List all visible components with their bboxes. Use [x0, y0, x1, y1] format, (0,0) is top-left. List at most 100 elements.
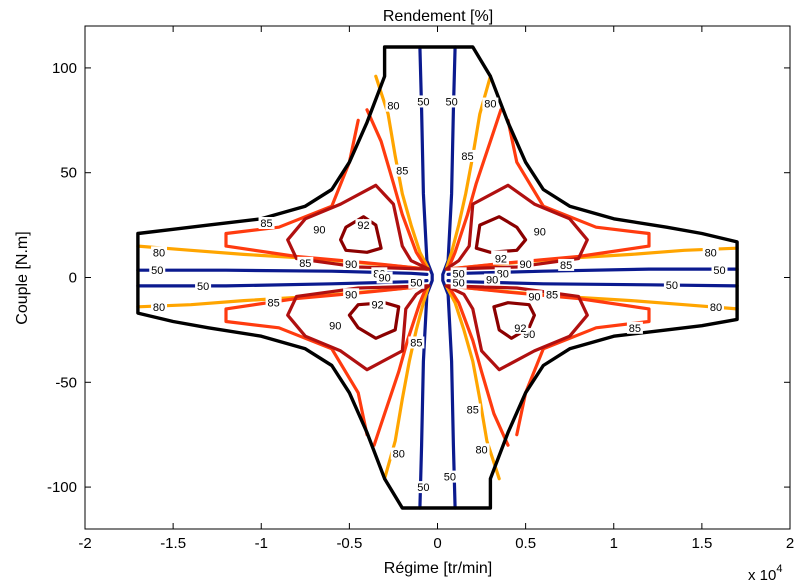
contour-label: 50 [666, 280, 678, 292]
contour-line-85-13 [446, 284, 651, 447]
contour-line-85-12 [224, 284, 429, 447]
contour-line-85-10 [224, 108, 429, 271]
contour-line-80-6 [136, 74, 431, 271]
contour-label: 50 [713, 265, 725, 277]
contour-label-bg [450, 276, 467, 289]
contour-label-bg [369, 298, 386, 311]
contour-label-group-5: 50 [195, 279, 212, 293]
contour-label-group-4: 50 [149, 264, 166, 277]
contour-label-bg [258, 217, 275, 230]
contour-label-group-31: 90 [311, 223, 328, 236]
contour-label-bg [441, 470, 458, 483]
contour-label-bg [408, 336, 425, 349]
contour-line-92-21 [492, 301, 537, 340]
contour-label-group-17: 80 [151, 300, 168, 314]
x-tick-label: 0.5 [515, 535, 536, 552]
contour-label-bg [512, 321, 529, 334]
contour-label-group-21: 85 [258, 217, 275, 230]
contour-label: 92 [514, 323, 526, 335]
contour-label-bg [408, 276, 425, 289]
x-axis-label: Régime [tr/min] [384, 560, 492, 577]
contour-label-bg [663, 278, 680, 291]
contour-label: 85 [629, 323, 641, 335]
contour-label: 50 [197, 281, 209, 293]
contour-label-bg [343, 288, 360, 301]
contour-label-bg [626, 321, 643, 334]
contour-label-group-40: 90 [484, 273, 501, 287]
contour-label-bg [459, 149, 476, 162]
contour-label-bg [376, 271, 393, 284]
contour-label: 85 [267, 298, 279, 310]
contour-label: 90 [345, 259, 357, 271]
contour-label: 92 [357, 220, 369, 232]
contour-label-group-6: 50 [711, 264, 728, 277]
contour-label: 90 [313, 224, 325, 236]
x-tick-label: 1 [610, 535, 618, 552]
contour-label-bg [464, 403, 481, 416]
contour-label: 90 [379, 273, 391, 285]
contour-line-90-17 [444, 284, 589, 372]
contour-label-group-32: 90 [343, 257, 360, 271]
contour-label-bg [151, 246, 168, 259]
contour-label-group-23: 85 [394, 164, 411, 178]
contour-label-group-22: 85 [297, 256, 314, 270]
contour-label: 92 [495, 254, 507, 266]
contour-label-group-45: 92 [492, 252, 509, 266]
contour-label: 80 [710, 302, 722, 314]
contour-line-80-7 [444, 74, 739, 271]
contour-label-bg [390, 447, 407, 460]
contour-label: 50 [151, 265, 163, 277]
contour-label-group-1: 50 [443, 95, 460, 108]
contour-label: 90 [486, 275, 498, 287]
contour-label-group-36: 90 [376, 271, 393, 285]
contour-line-85-11 [446, 108, 651, 271]
contour-label-group-9: 50 [450, 276, 467, 290]
contour-label-bg [707, 300, 724, 313]
contour-label: 50 [417, 96, 429, 108]
contour-label: 90 [528, 291, 540, 303]
contour-label-group-14: 80 [473, 443, 490, 456]
y-axis: -100 -50 0 50 100 [47, 60, 790, 496]
contour-label: 85 [260, 218, 272, 230]
contour-label-group-2: 50 [415, 481, 432, 494]
contour-label: 50 [410, 278, 422, 290]
contour-label: 90 [534, 226, 546, 238]
y-tick-label: -100 [47, 479, 77, 496]
x-tick-label: -1.5 [160, 535, 186, 552]
x-tick-label: -1 [255, 535, 268, 552]
x-tick-label: 1.5 [691, 535, 712, 552]
contour-label-bg [385, 99, 402, 112]
y-axis-label: Couple [N.m] [14, 231, 31, 324]
contour-label-bg [355, 219, 372, 232]
contour-line-80-9 [444, 284, 739, 481]
contour-label-bg [195, 279, 212, 292]
contour-label-group-15: 80 [151, 246, 168, 259]
contour-label-bg [297, 256, 314, 269]
contour-label: 50 [453, 268, 465, 280]
x-tick-label: -0.5 [336, 535, 362, 552]
operating-envelope-boundary [136, 45, 739, 510]
contour-label-group-43: 92 [369, 298, 386, 312]
contour-label-group-26: 85 [265, 296, 282, 310]
contour-label-bg [443, 95, 460, 108]
contour-label-bg [711, 264, 728, 277]
y-tick-label: 100 [52, 60, 77, 77]
x-tick-label: 0 [433, 535, 441, 552]
contour-line-50-0 [418, 45, 434, 510]
axes-frame [84, 25, 791, 530]
contour-label-bg [415, 481, 432, 494]
contour-label: 50 [444, 472, 456, 484]
contour-label: 80 [475, 444, 487, 456]
contour-label: 85 [410, 337, 422, 349]
contour-label-bg [151, 300, 168, 313]
contour-label: 92 [371, 300, 383, 312]
contour-line-92-19 [474, 215, 528, 254]
contour-label: 80 [153, 247, 165, 259]
contour-line-90-14 [286, 183, 431, 271]
contour-label-group-44: 92 [512, 321, 529, 335]
contour-label: 85 [396, 166, 408, 178]
contour-label: 85 [560, 260, 572, 272]
contour-label-bg [450, 267, 467, 280]
